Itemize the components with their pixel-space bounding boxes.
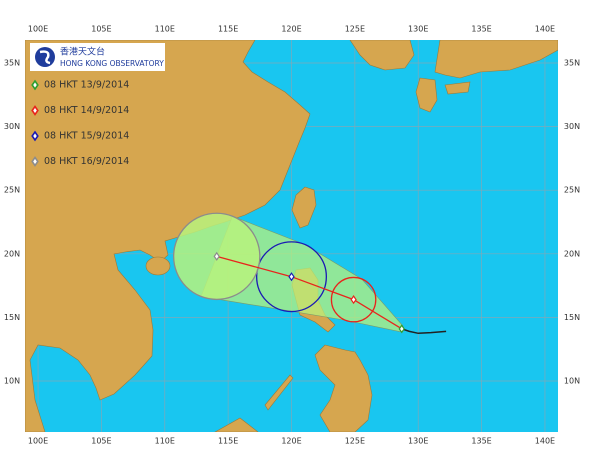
visayas-mindanao [314,344,373,432]
lon-label-bottom: 115E [218,437,238,446]
lon-label-bottom: 125E [345,437,365,446]
lon-label-top: 120E [281,25,301,34]
legend-label: 08 HKT 16/9/2014 [44,156,129,167]
legend: 08 HKT 13/9/2014 08 HKT 14/9/2014 08 HKT 1… [31,79,129,167]
lon-label-top: 115E [218,25,238,34]
lat-label-left: 25N [4,186,20,195]
lon-label-top: 140E [535,25,555,34]
lon-label-bottom: 135E [471,437,491,446]
position-marker [213,251,220,261]
honshu [434,40,558,79]
lon-label-top: 105E [91,25,111,34]
legend-label: 08 HKT 13/9/2014 [44,80,129,91]
lon-label-top: 135E [471,25,491,34]
legend-marker [31,130,39,142]
lon-label-top: 125E [345,25,365,34]
track [172,212,447,335]
lon-label-bottom: 110E [155,437,175,446]
lat-label-left: 35N [4,59,20,68]
lat-label-left: 15N [4,313,20,322]
lon-label-bottom: 130E [408,437,428,446]
lon-label-top: 130E [408,25,428,34]
shikoku [444,81,471,95]
hainan [145,256,171,276]
legend-label: 08 HKT 14/9/2014 [44,105,129,116]
probability-circle [330,276,377,323]
position-marker [398,324,405,334]
lon-label-top: 100E [28,25,48,34]
lat-label-left: 10N [4,376,20,385]
korea [349,40,415,71]
legend-marker [31,156,39,167]
lat-label-right: 20N [564,249,580,258]
position-marker [288,272,295,282]
borneo [214,417,259,432]
logo-en: HONG KONG OBSERVATORY [60,59,164,68]
lon-label-bottom: 100E [28,437,48,446]
lat-label-right: 15N [564,313,580,322]
lat-label-right: 25N [564,186,580,195]
logo-cn: 香港天文台 [60,46,105,58]
lon-label-bottom: 105E [91,437,111,446]
lat-label-left: 20N [4,249,20,258]
forecast-track [216,255,403,330]
lat-label-left: 30N [4,122,20,131]
lat-label-right: 35N [564,59,580,68]
lon-label-top: 110E [155,25,175,34]
logo-icon [35,47,55,67]
taiwan [291,186,317,229]
past-track [401,328,447,335]
land [25,40,558,432]
logo-swirl [39,50,51,65]
legend-marker [31,105,39,116]
ticks: 100E 100E 105E 105E 110E 110E 115E 115E 120E 120E… [4,25,580,446]
legend-label: 08 HKT 15/9/2014 [44,131,129,142]
lon-label-bottom: 120E [281,437,301,446]
legend-marker [31,79,39,91]
position-marker [350,295,357,305]
palawan [264,374,294,411]
lon-label-bottom: 140E [535,437,555,446]
probability-circle [256,241,327,313]
kyushu [415,77,438,113]
lat-label-right: 30N [564,122,580,131]
lat-label-right: 10N [564,376,580,385]
